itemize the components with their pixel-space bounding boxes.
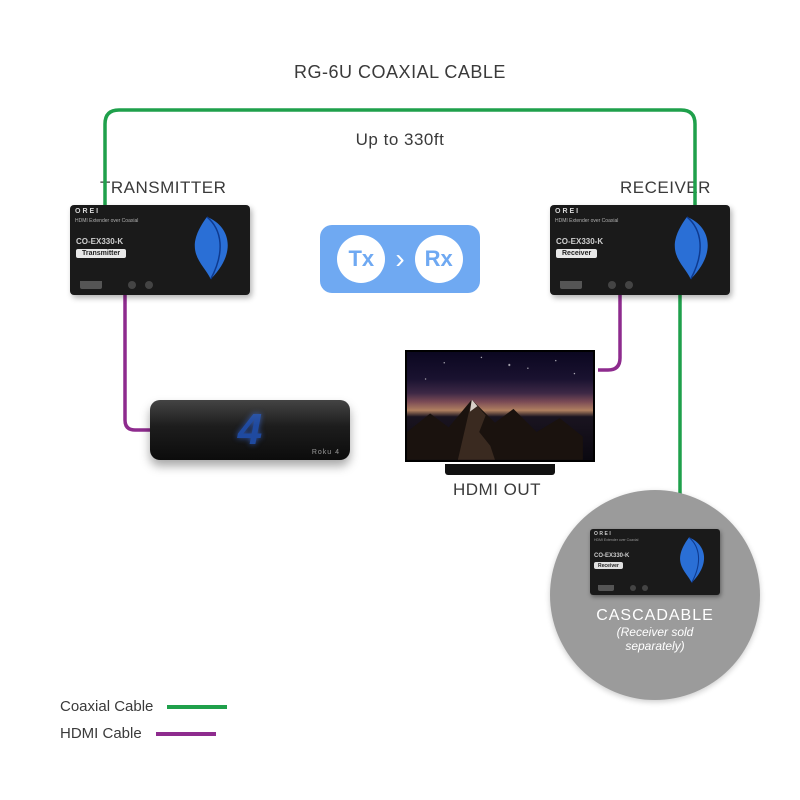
- tx-circle: Tx: [337, 235, 385, 283]
- device-brand: OREI: [75, 208, 100, 215]
- mountain-silhouette: [407, 395, 583, 460]
- device-subtitle: HDMI Extender over Coaxial: [75, 218, 138, 224]
- cascadable-subtitle-2: separately): [625, 639, 684, 653]
- receiver-label: RECEIVER: [620, 178, 711, 198]
- tv-screen: [405, 350, 595, 462]
- device-brand: OREI: [555, 208, 580, 215]
- ir-port: [630, 585, 636, 591]
- rx-circle: Rx: [415, 235, 463, 283]
- cascadable-title: CASCADABLE: [596, 607, 714, 625]
- leaf-icon: [650, 211, 724, 285]
- device-subtitle: HDMI Extender over Coaxial: [555, 218, 618, 224]
- chevron-right-icon: ›: [395, 245, 404, 273]
- hdmi-port: [560, 281, 582, 289]
- ir-port: [608, 281, 616, 289]
- hdmi-tx-path: [125, 290, 150, 430]
- legend-row-hdmi: HDMI Cable: [60, 725, 227, 742]
- receiver-device: OREI HDMI Extender over Coaxial CO-EX330…: [550, 205, 730, 295]
- legend-coax-label: Coaxial Cable: [60, 698, 153, 715]
- tv-display: [405, 350, 595, 475]
- legend: Coaxial Cable HDMI Cable: [60, 698, 227, 752]
- hdmi-port: [80, 281, 102, 289]
- cascadable-receiver-device: OREI HDMI Extender over Coaxial CO-EX330…: [590, 529, 720, 595]
- source-mark: 4: [238, 405, 262, 455]
- distance-label: Up to 330ft: [0, 130, 800, 150]
- device-model: CO-EX330-K: [556, 237, 603, 246]
- legend-hdmi-label: HDMI Cable: [60, 725, 142, 742]
- tv-stand: [445, 464, 555, 475]
- hdmi-rx-path: [598, 290, 620, 370]
- ir-port: [642, 585, 648, 591]
- device-model: CO-EX330-K: [594, 553, 629, 559]
- cascadable-circle: OREI HDMI Extender over Coaxial CO-EX330…: [550, 490, 760, 700]
- legend-row-coax: Coaxial Cable: [60, 698, 227, 715]
- ir-port: [145, 281, 153, 289]
- device-role-rx: Receiver: [556, 249, 597, 258]
- cable-title: RG-6U COAXIAL CABLE: [0, 62, 800, 83]
- ir-port: [128, 281, 136, 289]
- device-role-rx: Receiver: [594, 562, 623, 569]
- device-brand: OREI: [594, 531, 612, 537]
- ir-port: [625, 281, 633, 289]
- source-device: 4 Roku 4: [150, 400, 350, 460]
- hdmi-out-label: HDMI OUT: [453, 480, 541, 500]
- transmitter-label: TRANSMITTER: [100, 178, 226, 198]
- legend-coax-swatch: [167, 705, 227, 709]
- hdmi-port: [598, 585, 614, 591]
- device-role-tx: Transmitter: [76, 249, 126, 258]
- leaf-icon: [170, 211, 244, 285]
- legend-hdmi-swatch: [156, 732, 216, 736]
- source-brand-tag: Roku 4: [312, 449, 340, 456]
- device-model: CO-EX330-K: [76, 237, 123, 246]
- leaf-icon: [662, 533, 716, 587]
- transmitter-device: OREI HDMI Extender over Coaxial CO-EX330…: [70, 205, 250, 295]
- device-subtitle: HDMI Extender over Coaxial: [594, 538, 638, 542]
- cascadable-subtitle-1: (Receiver sold: [617, 625, 694, 639]
- txrx-badge: Tx › Rx: [320, 225, 480, 293]
